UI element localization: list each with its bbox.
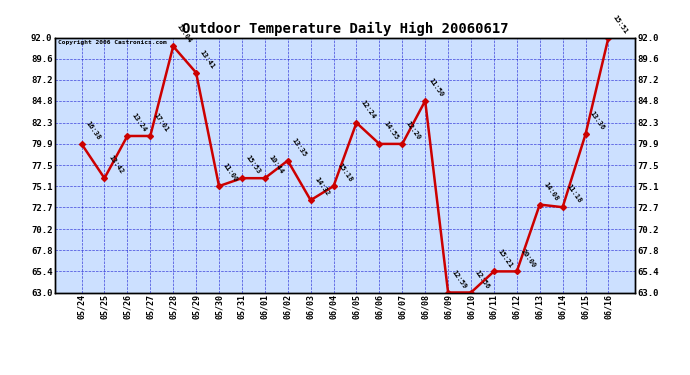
Text: 15:18: 15:18: [336, 162, 353, 183]
Text: 12:56: 12:56: [474, 269, 491, 290]
Text: 11:50: 11:50: [428, 77, 445, 98]
Text: 13:36: 13:36: [589, 111, 605, 132]
Text: 13:42: 13:42: [107, 154, 124, 176]
Text: 15:53: 15:53: [245, 154, 262, 176]
Text: 15:51: 15:51: [611, 14, 629, 35]
Text: 17:01: 17:01: [153, 112, 170, 133]
Text: 14:55: 14:55: [382, 120, 400, 141]
Text: 10:44: 10:44: [268, 154, 285, 176]
Title: Outdoor Temperature Daily High 20060617: Outdoor Temperature Daily High 20060617: [181, 22, 509, 36]
Text: 13:04: 13:04: [176, 22, 193, 44]
Text: 13:35: 13:35: [290, 137, 308, 158]
Text: 12:59: 12:59: [451, 269, 468, 290]
Text: 13:24: 13:24: [130, 112, 147, 133]
Text: 15:21: 15:21: [497, 248, 514, 268]
Text: 14:08: 14:08: [542, 181, 560, 202]
Text: 14:32: 14:32: [313, 177, 331, 197]
Text: 12:24: 12:24: [359, 99, 376, 120]
Text: 11:18: 11:18: [565, 184, 582, 204]
Text: 20:00: 20:00: [520, 248, 537, 268]
Text: 12:20: 12:20: [405, 120, 422, 141]
Text: 11:00: 11:00: [221, 162, 239, 183]
Text: 13:41: 13:41: [199, 49, 216, 70]
Text: Copyright 2006 Castronics.com: Copyright 2006 Castronics.com: [58, 40, 167, 45]
Text: 16:38: 16:38: [84, 120, 101, 141]
